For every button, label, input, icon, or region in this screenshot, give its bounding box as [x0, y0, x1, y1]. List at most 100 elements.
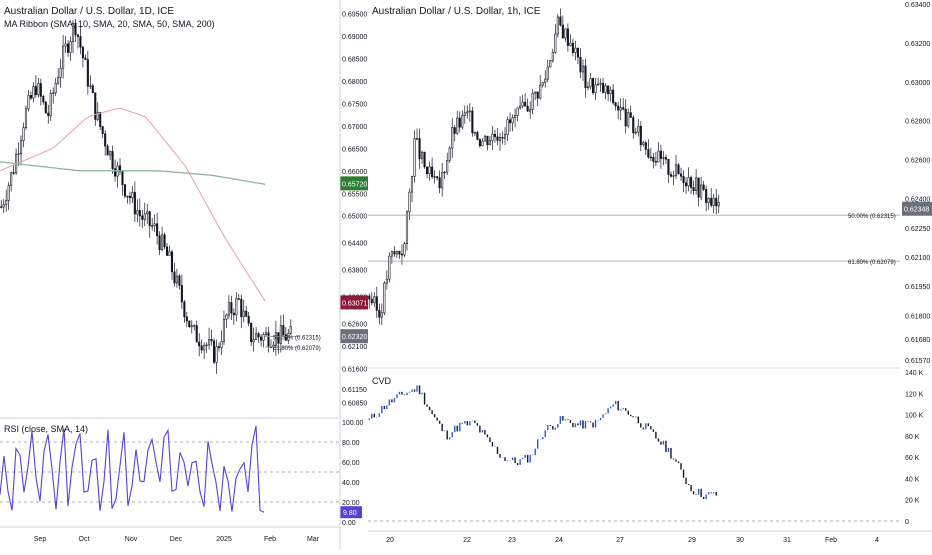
left-candle-body-94: [232, 312, 235, 316]
right-candle-body-99: [617, 105, 620, 111]
right-candle-body-10: [393, 251, 396, 255]
right-candle-body-61: [521, 101, 524, 107]
ma-ribbon-pink-line: [0, 107, 266, 302]
right-candle-body-104: [629, 112, 632, 118]
left-fib-50-label: 50.00% (0.62315): [273, 335, 321, 341]
left-candle-body-92: [227, 302, 230, 316]
right-candle-body-31: [446, 160, 449, 173]
left-y-tick-label: 0.61600: [342, 367, 367, 374]
right-candle-body-15: [405, 211, 409, 244]
rsi-y-tick-label: 40.00: [342, 480, 360, 487]
right-candle-body-40: [468, 110, 471, 113]
left-candle-body-107: [264, 332, 268, 336]
right-x-tick-label: 24: [555, 537, 563, 544]
right-candle-body-62: [524, 101, 527, 107]
rsi-y-tick-label: 100.00: [342, 420, 364, 427]
left-x-tick-label: Dec: [170, 536, 183, 543]
right-candle-body-46: [483, 135, 486, 142]
left-x-tick-label: Sep: [34, 536, 47, 543]
right-candle-body-136: [710, 197, 713, 206]
right-candle-body-97: [612, 89, 615, 104]
right-candle-body-38: [463, 112, 466, 116]
left-candle-body-79: [195, 325, 198, 343]
right-cvd-pane[interactable]: 140 K 120 K 100 K 80 K 60 K 40 K 20 K 0: [368, 370, 924, 526]
left-candle-body-78: [193, 325, 196, 327]
right-candle-body-87: [586, 86, 590, 88]
right-candle-body-18: [413, 138, 416, 177]
left-close-price-text: 0.62320: [342, 334, 367, 341]
right-y-tick-label: 0.63200: [905, 41, 930, 48]
right-time-axis[interactable]: 20 22 23 24 27 29 30 31 Feb 4: [386, 537, 879, 544]
left-candle-body-50: [123, 184, 127, 197]
left-candle-body-55: [136, 210, 139, 215]
right-price-axis[interactable]: 0.63400 0.63200 0.63000 0.62800 0.62600 0.624…: [902, 2, 932, 365]
right-y-tick-label: 0.62100: [905, 255, 930, 262]
right-y-tick-label: 0.61950: [905, 284, 930, 291]
left-candle-body-24: [59, 67, 62, 78]
left-candle-body-99: [245, 310, 248, 317]
left-candle-body-76: [188, 320, 191, 328]
left-candle-body-59: [146, 211, 149, 215]
left-candle-body-87: [215, 346, 218, 363]
rsi-y-tick-label: 0.00: [342, 520, 356, 527]
right-candle-body-77: [561, 24, 564, 39]
right-candle-body-80: [569, 42, 572, 46]
left-candle-body-104: [257, 333, 260, 338]
left-candle-body-8: [19, 140, 23, 155]
right-candle-body-66: [534, 91, 537, 94]
right-candle-body-28: [438, 177, 441, 189]
cvd-y-tick-label: 80 K: [905, 434, 920, 441]
left-rsi-pane[interactable]: 100.00 80.00 60.00 40.00 20.00 0.00 9.80: [0, 420, 364, 527]
right-candle-body-107: [637, 125, 640, 133]
left-y-tick-label: 0.62600: [342, 322, 367, 329]
right-price-badge-text: 0.62348: [904, 207, 929, 214]
right-candle-body-114: [654, 161, 657, 163]
left-candle-body-33: [81, 46, 84, 59]
right-candle-body-125: [682, 175, 685, 184]
right-candle-body-122: [674, 164, 678, 176]
left-time-axis[interactable]: Sep Oct Nov Dec 2025 Feb Mar: [34, 536, 320, 543]
rsi-value-text: 9.80: [343, 510, 357, 517]
left-candle-body-89: [220, 341, 223, 348]
right-x-tick-label: 30: [736, 537, 744, 544]
left-y-tick-label: 0.66000: [342, 169, 367, 176]
left-price-axis[interactable]: 0.69500 0.69000 0.68500 0.68000 0.67500 0.670…: [340, 11, 368, 407]
right-candle-body-49: [491, 133, 494, 141]
left-price-pane[interactable]: 50.00% (0.62315) 61.80% (0.62079): [0, 18, 321, 375]
right-candle-body-89: [591, 78, 595, 94]
right-candle-body-73: [551, 51, 554, 61]
right-candle-body-60: [519, 105, 522, 109]
left-y-tick-label: 0.61150: [342, 387, 367, 394]
left-candle-body-80: [198, 341, 201, 347]
right-candle-body-34: [453, 127, 456, 134]
right-candle-body-76: [559, 16, 562, 26]
left-candle-body-14: [34, 86, 37, 96]
left-candle-body-48: [118, 165, 122, 172]
right-candle-body-117: [662, 157, 665, 159]
left-y-tick-label: 0.67500: [342, 101, 367, 108]
right-y-tick-label: 0.62800: [905, 119, 930, 126]
right-candle-body-21: [421, 151, 424, 160]
left-y-tick-label: 0.69500: [342, 11, 367, 18]
right-candle-body-7: [385, 278, 388, 284]
left-candle-body-58: [143, 213, 146, 220]
right-candle-body-105: [632, 117, 635, 134]
right-candle-body-135: [707, 197, 710, 203]
right-candle-body-39: [466, 111, 469, 114]
left-candle-body-1: [2, 204, 5, 208]
left-candle-body-49: [121, 171, 124, 186]
cvd-y-tick-label: 0: [905, 519, 909, 526]
right-candle-body-32: [448, 147, 451, 161]
right-y-tick-label: 0.61800: [905, 313, 930, 320]
left-candle-body-117: [289, 326, 292, 334]
right-candle-body-101: [622, 107, 625, 110]
left-candle-body-51: [126, 195, 129, 198]
right-price-pane[interactable]: 50.00% (0.62315) 61.80% (0.62079): [368, 8, 900, 325]
left-y-tick-label: 0.64400: [342, 241, 367, 248]
left-ma-price-text: 0.65720: [342, 181, 367, 188]
right-candle-body-139: [717, 202, 720, 207]
right-candle-body-56: [509, 119, 512, 124]
left-y-tick-label: 0.63800: [342, 268, 367, 275]
right-candle-body-100: [619, 107, 622, 111]
right-x-tick-label: 27: [616, 537, 624, 544]
